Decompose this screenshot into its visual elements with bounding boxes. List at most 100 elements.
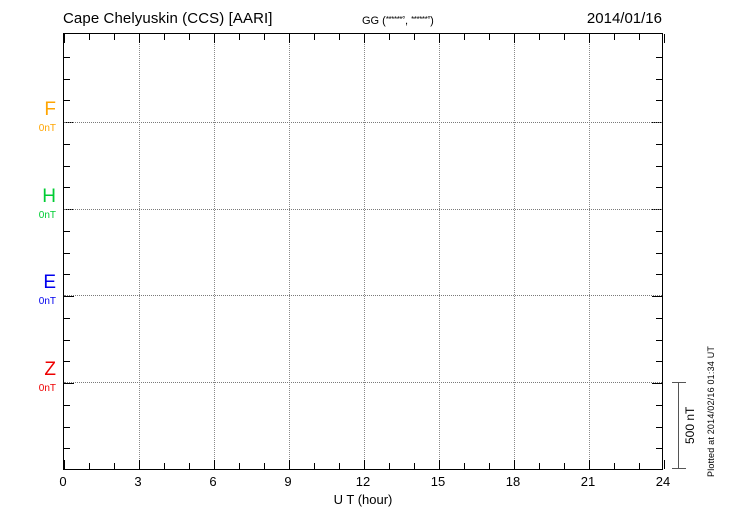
x-tick-bottom [164,463,165,469]
x-tick-label: 15 [430,474,446,489]
y-tick-right [656,230,662,232]
x-tick-bottom [489,463,490,469]
x-tick-top [189,34,190,40]
x-tick-bottom [664,460,665,469]
geo-latitude-degree: ° [402,15,405,24]
x-tick-label: 9 [284,474,292,489]
y-tick-left [64,448,70,450]
y-tick-right [656,252,662,254]
y-tick-right [656,56,662,58]
x-tick-top [414,34,415,40]
x-tick-bottom [639,463,640,469]
y-tick-left [64,252,70,254]
vertical-gridline [589,34,590,469]
x-tick-top [514,34,515,43]
vertical-gridline [439,34,440,469]
x-axis-title: U T (hour) [333,492,393,507]
x-tick-top [439,34,440,43]
x-tick-bottom [214,460,215,469]
x-tick-top [339,34,340,40]
x-tick-top [589,34,590,43]
x-tick-top [464,34,465,40]
geo-latitude: ****** [385,15,403,24]
y-tick-right [656,143,662,145]
y-tick-left [64,230,70,232]
component-unit-z: 0nT [38,383,56,394]
x-tick-top [164,34,165,40]
y-tick-right [656,100,662,102]
y-tick-right [652,296,662,297]
vertical-gridline [139,34,140,469]
scale-bar-bottom-cap [672,468,686,469]
geo-suffix: ) [430,15,434,27]
x-tick-label: 12 [355,474,371,489]
x-tick-top [614,34,615,40]
x-tick-top [314,34,315,40]
scale-bar [672,382,686,469]
x-tick-top [89,34,90,40]
y-tick-left [64,426,70,428]
x-tick-bottom [264,463,265,469]
plot-area [63,33,665,470]
x-tick-top [64,34,65,43]
y-tick-right [656,361,662,363]
x-tick-bottom [289,460,290,469]
x-tick-bottom [389,463,390,469]
x-tick-label: 18 [505,474,521,489]
x-tick-top [264,34,265,40]
scale-bar-top-cap [672,382,686,383]
component-unit-e: 0nT [38,296,56,307]
component-label-f: F [44,99,56,120]
x-tick-top [239,34,240,40]
x-tick-bottom [139,460,140,469]
x-tick-label: 0 [59,474,67,489]
x-tick-bottom [439,460,440,469]
x-tick-label: 6 [209,474,217,489]
component-label-h: H [42,186,56,207]
plotted-at-timestamp: Plotted at 2014/02/16 01:34 UT [706,345,716,477]
scale-bar-stem [678,382,679,469]
y-tick-right [656,165,662,167]
y-tick-right [652,383,662,384]
x-tick-bottom [239,463,240,469]
y-tick-left [64,274,70,276]
x-tick-top [664,34,665,43]
y-tick-left [64,361,70,363]
y-tick-left [64,78,70,80]
x-tick-bottom [189,463,190,469]
x-tick-bottom [464,463,465,469]
y-tick-left [64,383,74,384]
y-tick-right [656,317,662,319]
x-tick-top [639,34,640,40]
x-tick-bottom [564,463,565,469]
x-tick-bottom [414,463,415,469]
page-title: Cape Chelyuskin (CCS) [AARI] [63,10,273,27]
baseline-gridline-e [64,295,662,296]
x-tick-top [389,34,390,40]
baseline-gridline-h [64,209,662,210]
x-tick-label: 24 [655,474,671,489]
y-tick-right [656,274,662,276]
x-tick-top [564,34,565,40]
y-tick-right [656,448,662,450]
x-tick-top [139,34,140,43]
x-tick-bottom [539,463,540,469]
y-tick-right [656,187,662,189]
x-tick-top [214,34,215,43]
y-tick-left [64,100,70,102]
x-tick-bottom [314,463,315,469]
y-tick-left [64,165,70,167]
component-unit-f: 0nT [38,123,56,134]
vertical-gridline [364,34,365,469]
x-tick-top [489,34,490,40]
y-tick-left [64,56,70,58]
scale-bar-label: 500 nT [683,406,697,445]
y-tick-left [64,339,70,341]
x-tick-bottom [114,463,115,469]
x-tick-top [114,34,115,40]
x-tick-top [289,34,290,43]
baseline-gridline-z [64,382,662,383]
x-tick-bottom [339,463,340,469]
y-tick-left [64,296,74,297]
component-label-z: Z [44,359,56,380]
